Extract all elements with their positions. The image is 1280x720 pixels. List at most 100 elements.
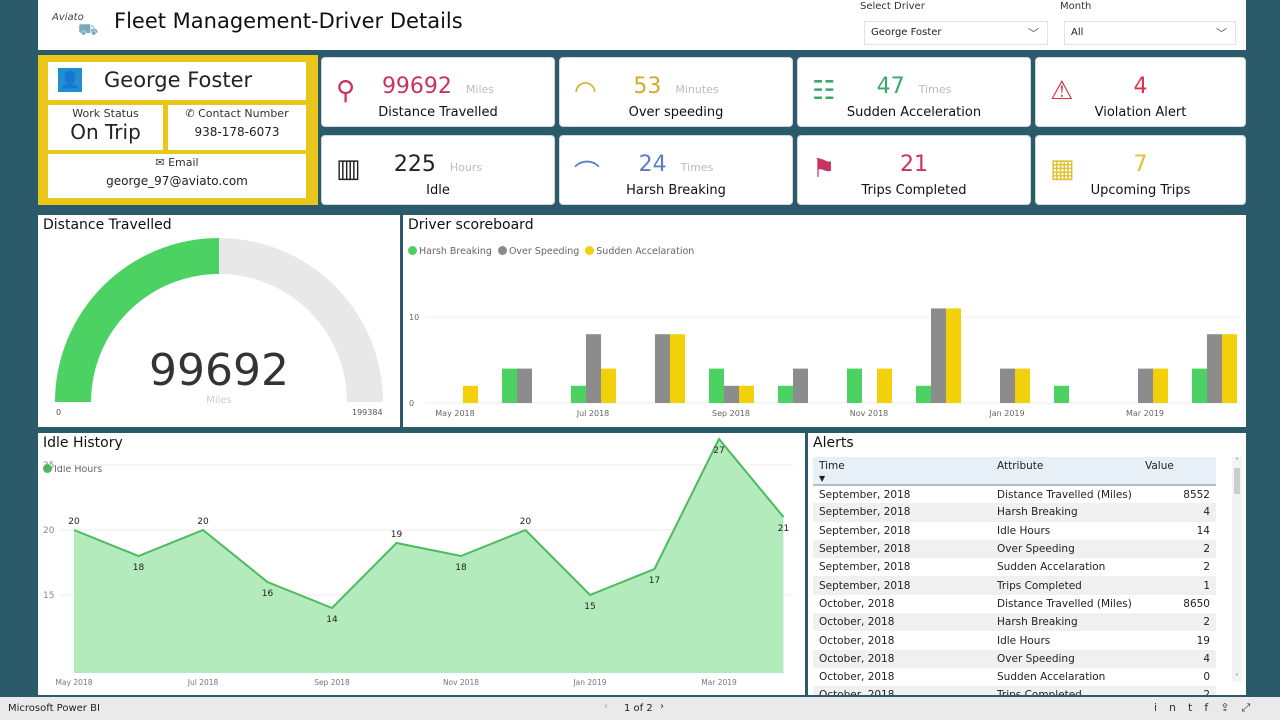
x-tick-label: Jan 2019 (988, 409, 1024, 418)
share-icon[interactable]: ⇪ (1220, 701, 1242, 714)
alert-row[interactable]: October, 2018 Sudden Accelaration 0 (813, 668, 1216, 686)
legend-dot-icon (497, 246, 507, 255)
column-header-attribute[interactable]: Attribute (991, 457, 1139, 486)
bar-over-speeding (793, 368, 808, 403)
alerts-panel: Alerts Time ▼ Attribute Value September, … (808, 433, 1246, 695)
alerts-scrollbar[interactable]: ˄ ˅ (1232, 457, 1242, 682)
scroll-down-icon[interactable]: ˅ (1235, 673, 1239, 682)
kpi-card-harsh-breaking[interactable]: ⌒ 24 Times Harsh Breaking (559, 135, 793, 205)
alert-time: September, 2018 (819, 488, 911, 501)
alert-row[interactable]: September, 2018 Sudden Accelaration 2 (813, 558, 1216, 576)
column-header-value[interactable]: Value (1139, 457, 1216, 486)
contact-box: ✆ Contact Number 938-178-6073 (168, 105, 306, 150)
data-label: 20 (68, 517, 80, 527)
kpi-label: Violation Alert (1094, 105, 1187, 120)
kpi-unit: Minutes (675, 83, 719, 96)
x-tick-label: Nov 2018 (443, 678, 479, 687)
alert-value: 4 (1139, 503, 1216, 522)
legend-dot-icon (585, 246, 595, 255)
legend-label: Sudden Accelaration (596, 246, 695, 257)
alert-value: 2 (1203, 561, 1210, 574)
envelope-icon: ✉ (155, 156, 169, 169)
alert-row[interactable]: September, 2018 Trips Completed 1 (813, 576, 1216, 595)
alert-row[interactable]: September, 2018 Over Speeding 2 (813, 539, 1216, 559)
bar-harsh-breaking (709, 368, 724, 403)
alert-row[interactable]: October, 2018 Harsh Breaking 2 (813, 613, 1216, 632)
kpi-card-sudden-acceleration[interactable]: ☷ 47 Times Sudden Acceleration (797, 57, 1031, 127)
alerts-table: Time ▼ Attribute Value September, 2018 Dis… (813, 457, 1216, 695)
kpi-label: Upcoming Trips (1090, 183, 1191, 198)
column-header-time[interactable]: Time ▼ (813, 457, 991, 486)
gauge-max: 199384 (352, 408, 383, 417)
scroll-up-icon[interactable]: ˄ (1235, 457, 1239, 466)
alert-value: 1 (1139, 576, 1216, 595)
x-tick-label: Jan 2019 (572, 678, 606, 687)
alert-row[interactable]: October, 2018 Idle Hours 19 (813, 631, 1216, 649)
bar-sudden-accelaration (463, 385, 478, 403)
kpi-card-distance-travelled[interactable]: ⚲ 99692 Miles Distance Travelled (321, 57, 555, 127)
report-header: Aviato ⛟ Fleet Management-Driver Details… (38, 0, 1246, 50)
next-page-button[interactable]: › (660, 701, 664, 712)
gauge-title: Distance Travelled (43, 217, 172, 233)
legend-item[interactable]: Sudden Accelaration (585, 246, 694, 257)
alert-row[interactable]: September, 2018 Distance Travelled (Miles… (813, 485, 1216, 503)
idle-line (73, 437, 785, 610)
kpi-value: 99692 (381, 74, 452, 99)
sort-desc-icon: ▼ (819, 474, 826, 483)
data-label: 14 (326, 615, 338, 625)
scoreboard-legend: Harsh Breaking Over Speeding Sudden Accela… (408, 246, 694, 257)
month-dropdown-value: All (1071, 27, 1084, 38)
bar-over-speeding (931, 308, 946, 403)
y-tick-label: 25 (43, 461, 54, 471)
alert-time: September, 2018 (813, 503, 991, 522)
bar-sudden-accelaration (1153, 368, 1168, 403)
idle-area (74, 439, 784, 673)
bar-over-speeding (724, 385, 739, 403)
bar-harsh-breaking (571, 385, 586, 403)
kpi-card-idle[interactable]: ▥ 225 Hours Idle (321, 135, 555, 205)
driver-name-box: 👤 George Foster (48, 62, 306, 100)
kpi-card-over-speeding[interactable]: ◠ 53 Minutes Over speeding (559, 57, 793, 127)
alert-attribute: Over Speeding (991, 539, 1139, 559)
chevron-down-icon: ﹀ (1028, 27, 1039, 40)
data-label: 17 (649, 576, 660, 586)
legend-item[interactable]: Harsh Breaking (408, 246, 492, 257)
driver-scoreboard-panel: Driver scoreboard Harsh Breaking Over Spe… (403, 215, 1246, 427)
alert-row[interactable]: September, 2018 Idle Hours 14 (813, 522, 1216, 540)
twitter-icon[interactable]: t (1188, 701, 1205, 714)
kpi-label: Over speeding (628, 105, 724, 120)
legend-item[interactable]: Over Speeding (497, 246, 579, 257)
fullscreen-icon[interactable]: ⤢ (1241, 701, 1263, 714)
distance-gauge-panel: Distance Travelled 99692 Miles 0 199384 (38, 215, 400, 427)
kpi-card-upcoming-trips[interactable]: ▦ 7 Upcoming Trips (1035, 135, 1246, 205)
kpi-unit: Miles (465, 83, 495, 96)
truck-icon: ⛟ (78, 20, 99, 39)
kpi-card-violation-alert[interactable]: ⚠ 4 Violation Alert (1035, 57, 1246, 127)
alert-row[interactable]: October, 2018 Over Speeding 4 (813, 649, 1216, 668)
driver-dropdown[interactable]: George Foster ﹀ (864, 21, 1048, 45)
month-dropdown[interactable]: All ﹀ (1064, 21, 1236, 45)
driver-avatar-icon: 👤 (58, 68, 82, 92)
alert-attribute: Harsh Breaking (991, 613, 1139, 632)
alert-value: 2 (1139, 613, 1216, 632)
idle-title: Idle History (43, 435, 123, 451)
linkedin-icon[interactable]: in (1154, 701, 1189, 714)
alert-value: 19 (1196, 634, 1210, 647)
facebook-icon[interactable]: f (1204, 701, 1221, 714)
scrollbar-thumb[interactable] (1234, 468, 1240, 494)
alert-row[interactable]: September, 2018 Harsh Breaking 4 (813, 503, 1216, 522)
month-filter-label: Month (1060, 1, 1092, 12)
kpi-card-trips-completed[interactable]: ⚑ 21 Trips Completed (797, 135, 1031, 205)
alert-row[interactable]: October, 2018 Distance Travelled (Miles) 8… (813, 595, 1216, 613)
legend-label: Idle Hours (54, 464, 103, 475)
kpi-unit: Hours (449, 161, 483, 174)
speedometer-icon: ◠ (574, 76, 597, 106)
prev-page-button[interactable]: ‹ (604, 701, 608, 712)
kpi-label: Distance Travelled (378, 105, 498, 120)
work-status-label: Work Status (72, 107, 139, 120)
legend-item[interactable]: Idle Hours (43, 464, 102, 475)
bar-over-speeding (517, 368, 532, 403)
bar-harsh-breaking (1054, 385, 1069, 403)
phone-icon: ✆ (185, 107, 199, 120)
